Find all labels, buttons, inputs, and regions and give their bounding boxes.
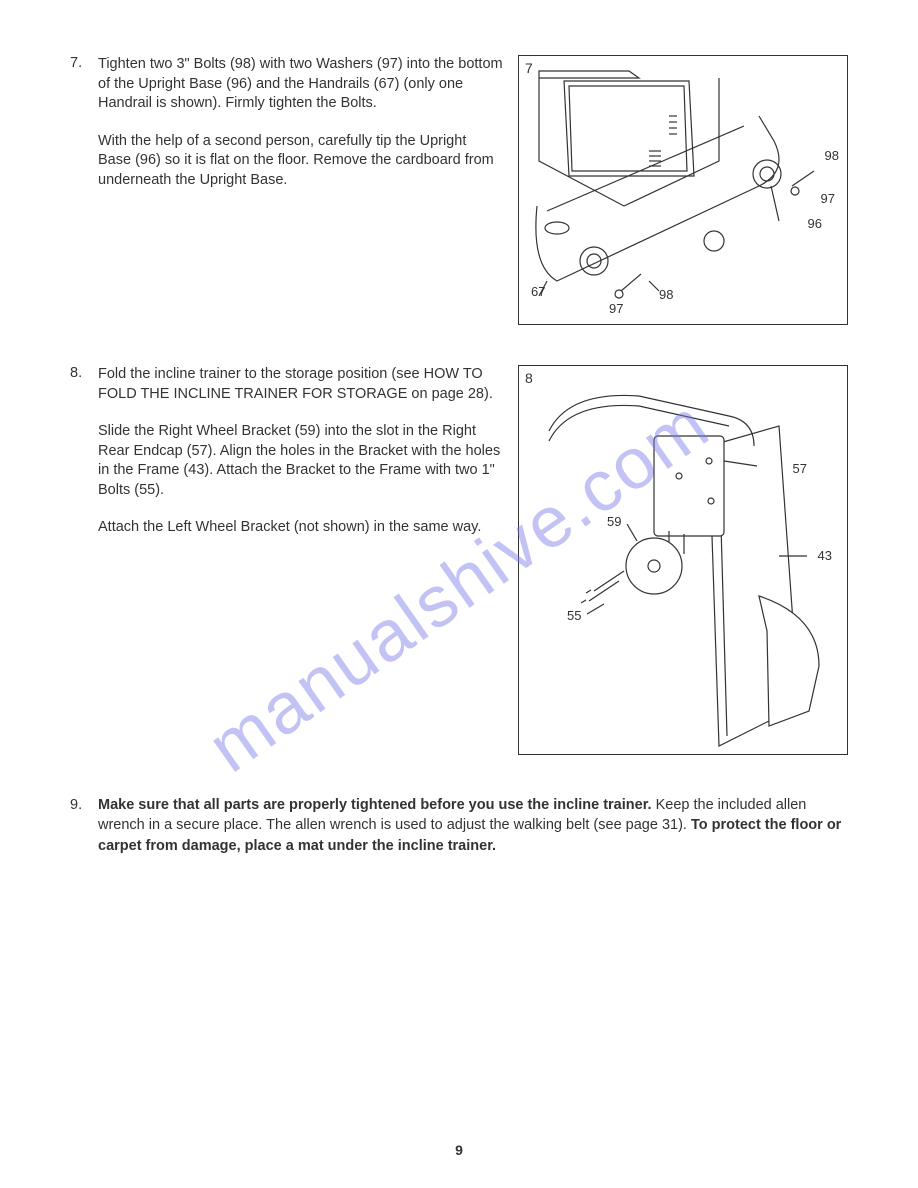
figure-8-svg xyxy=(519,366,849,756)
callout-59: 59 xyxy=(607,514,621,529)
callout-98-bottom: 98 xyxy=(659,287,673,302)
callout-96: 96 xyxy=(808,216,822,231)
callout-55: 55 xyxy=(567,608,581,623)
step-9-number: 9. xyxy=(70,795,90,856)
callout-98-top: 98 xyxy=(825,148,839,163)
step-7-para2: With the help of a second person, carefu… xyxy=(98,132,503,191)
step-9-bold1: Make sure that all parts are properly ti… xyxy=(98,797,652,813)
step-8-text: 8. Fold the incline trainer to the stora… xyxy=(70,365,503,538)
step-7-text: 7. Tighten two 3" Bolts (98) with two Wa… xyxy=(70,55,503,190)
callout-43: 43 xyxy=(818,548,832,563)
callout-97-bottom: 97 xyxy=(609,301,623,316)
callout-57: 57 xyxy=(793,461,807,476)
figure-8: 8 xyxy=(518,365,848,755)
step-9-body: Make sure that all parts are properly ti… xyxy=(98,795,848,856)
step-8-row: 8. Fold the incline trainer to the stora… xyxy=(70,365,848,755)
step-8-para2: Slide the Right Wheel Bracket (59) into … xyxy=(98,422,503,500)
callout-97-top: 97 xyxy=(821,191,835,206)
figure-7: 7 xyxy=(518,55,848,325)
callout-67: 67 xyxy=(531,284,545,299)
figure-8-label: 8 xyxy=(525,370,533,386)
step-7-number: 7. xyxy=(70,55,90,190)
step-7-body: Tighten two 3" Bolts (98) with two Washe… xyxy=(98,55,503,190)
step-7-para1: Tighten two 3" Bolts (98) with two Washe… xyxy=(98,55,503,114)
page-number: 9 xyxy=(455,1142,463,1158)
figure-7-label: 7 xyxy=(525,60,533,76)
step-8-para3: Attach the Left Wheel Bracket (not shown… xyxy=(98,518,503,538)
step-8-para1: Fold the incline trainer to the storage … xyxy=(98,365,503,404)
step-7-row: 7. Tighten two 3" Bolts (98) with two Wa… xyxy=(70,55,848,325)
step-9-row: 9. Make sure that all parts are properly… xyxy=(70,795,848,856)
step-8-number: 8. xyxy=(70,365,90,538)
figure-7-svg xyxy=(519,56,849,326)
step-8-body: Fold the incline trainer to the storage … xyxy=(98,365,503,538)
